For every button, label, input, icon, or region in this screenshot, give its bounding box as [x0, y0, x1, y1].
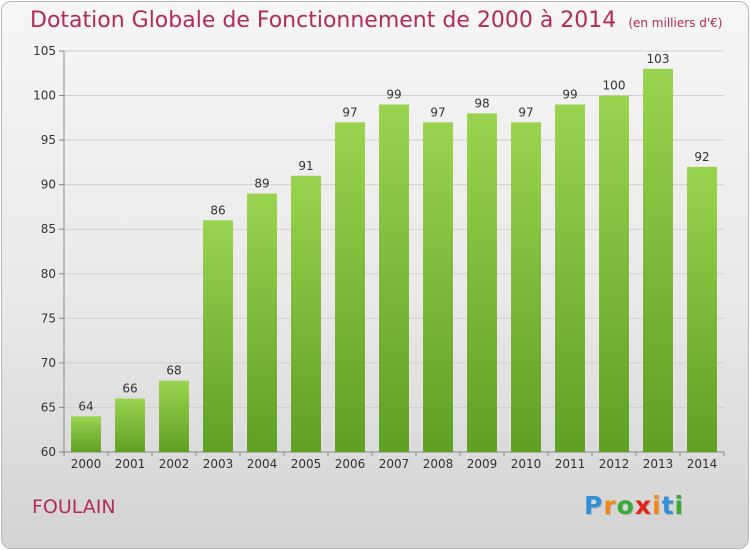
logo-letter: i	[652, 491, 662, 520]
bar-2006	[335, 122, 365, 453]
data-label-2000: 64	[78, 399, 93, 413]
bar-2009	[467, 113, 497, 452]
bar-2003	[203, 220, 233, 452]
logo-letter: P	[584, 491, 604, 520]
x-tick-label-2004: 2004	[247, 457, 278, 471]
bar-2013	[643, 68, 673, 453]
data-label-2011: 99	[562, 87, 577, 101]
logo-letter: r	[603, 491, 617, 520]
bar-2001	[115, 398, 145, 452]
chart-title: Dotation Globale de Fonctionnement de 20…	[30, 8, 722, 33]
data-label-2001: 66	[122, 382, 137, 396]
data-label-2014: 92	[694, 150, 709, 164]
y-tick-label: 65	[41, 400, 56, 414]
data-label-2004: 89	[254, 177, 269, 191]
bar-2008	[423, 122, 453, 453]
x-tick-label-2010: 2010	[511, 457, 542, 471]
bar-2010	[511, 122, 541, 453]
y-tick-label: 100	[33, 89, 56, 103]
y-tick-label: 95	[41, 133, 56, 147]
bar-2007	[379, 104, 409, 452]
proxiti-logo: Proxiti	[584, 491, 684, 520]
x-tick-label-2014: 2014	[687, 457, 718, 471]
bar-2004	[247, 193, 277, 453]
data-label-2008: 97	[430, 105, 445, 119]
data-label-2009: 98	[474, 96, 489, 110]
y-tick-label: 105	[33, 44, 56, 58]
x-tick-label-2009: 2009	[467, 457, 498, 471]
data-label-2002: 68	[166, 364, 181, 378]
data-label-2005: 91	[298, 159, 313, 173]
commune-name: FOULAIN	[32, 496, 116, 518]
y-tick-label: 75	[41, 311, 56, 325]
data-label-2010: 97	[518, 105, 533, 119]
logo-letter: t	[661, 491, 675, 520]
data-label-2006: 97	[342, 105, 357, 119]
bar-2014	[687, 166, 717, 452]
bar-2005	[291, 175, 321, 452]
logo-letter: i	[674, 491, 685, 520]
x-tick-label-2012: 2012	[599, 457, 630, 471]
y-tick-label: 80	[41, 267, 56, 281]
x-tick-label-2011: 2011	[555, 457, 586, 471]
x-tick-label-2002: 2002	[159, 457, 190, 471]
chart-title-text: Dotation Globale de Fonctionnement de 20…	[30, 8, 617, 33]
bar-2011	[555, 104, 585, 452]
x-tick-label-2005: 2005	[291, 457, 322, 471]
data-label-2007: 99	[386, 87, 401, 101]
y-tick-label: 70	[41, 356, 56, 370]
data-label-2003: 86	[210, 203, 225, 217]
y-tick-label: 60	[41, 445, 56, 459]
x-tick-label-2008: 2008	[423, 457, 454, 471]
x-tick-label-2013: 2013	[643, 457, 674, 471]
data-label-2012: 100	[603, 79, 626, 93]
data-label-2013: 103	[647, 52, 670, 66]
x-tick-label-2003: 2003	[203, 457, 234, 471]
bar-2012	[599, 95, 629, 453]
y-tick-label: 90	[41, 178, 56, 192]
bar-2002	[159, 380, 189, 452]
x-tick-label-2001: 2001	[115, 457, 146, 471]
logo-letter: o	[616, 491, 635, 520]
x-tick-label-2007: 2007	[379, 457, 410, 471]
x-tick-label-2006: 2006	[335, 457, 366, 471]
chart-subtitle: (en milliers d'€)	[628, 16, 723, 30]
x-tick-label-2000: 2000	[71, 457, 102, 471]
bar-2000	[71, 416, 101, 452]
y-tick-label: 85	[41, 222, 56, 236]
logo-letter: x	[634, 491, 652, 520]
bar-chart: 60 65 70 75 80 85 90 95 100 105 2000 2001 2002 2003 20…	[33, 44, 725, 471]
